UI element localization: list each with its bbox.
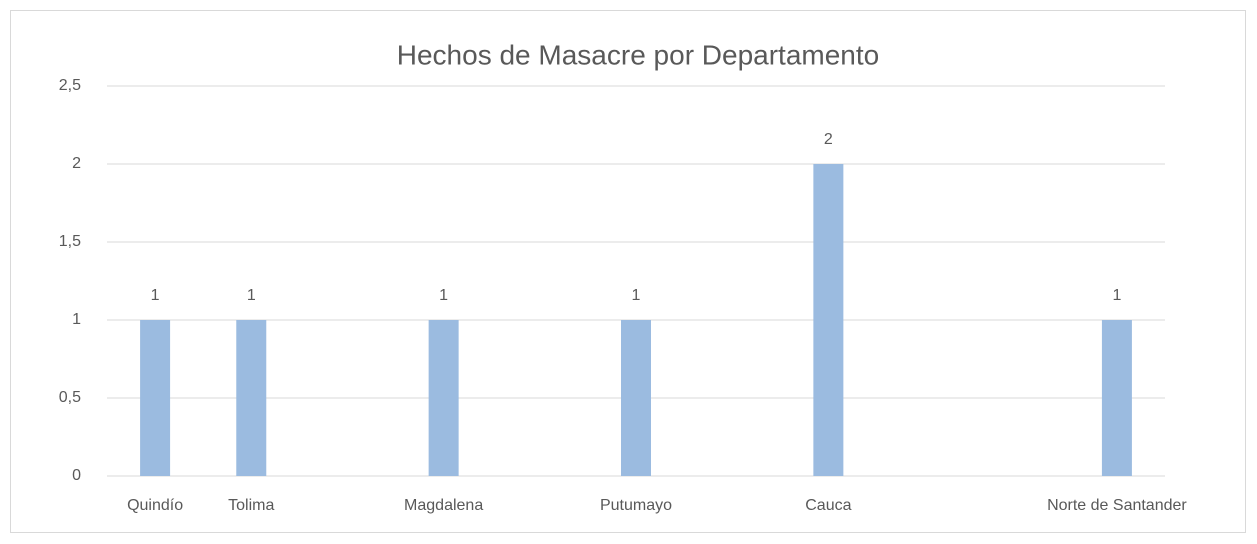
x-tick-label: Quindío xyxy=(127,497,183,514)
bar xyxy=(236,320,267,476)
y-tick-label: 1 xyxy=(72,311,81,328)
bar xyxy=(428,320,459,476)
y-tick-label: 2 xyxy=(72,155,81,172)
bar xyxy=(813,164,844,476)
x-tick-label: Norte de Santander xyxy=(1047,497,1187,514)
bar xyxy=(621,320,651,476)
data-label: 1 xyxy=(439,287,448,304)
x-tick-label: Cauca xyxy=(805,497,851,514)
chart-title: Hechos de Masacre por Departamento xyxy=(397,39,879,70)
data-label: 1 xyxy=(1112,287,1121,304)
data-label: 1 xyxy=(151,287,160,304)
y-tick-label: 1,5 xyxy=(59,233,81,250)
y-tick-label: 0,5 xyxy=(59,389,81,406)
x-tick-label: Tolima xyxy=(228,497,274,514)
bar xyxy=(140,320,171,476)
bar xyxy=(1101,320,1132,476)
x-tick-label: Putumayo xyxy=(600,497,672,514)
data-label: 2 xyxy=(824,131,833,148)
data-label: 1 xyxy=(632,287,641,304)
data-label: 1 xyxy=(247,287,256,304)
y-tick-label: 0 xyxy=(72,467,81,484)
y-tick-label: 2,5 xyxy=(59,77,81,94)
x-tick-label: Magdalena xyxy=(404,497,483,514)
